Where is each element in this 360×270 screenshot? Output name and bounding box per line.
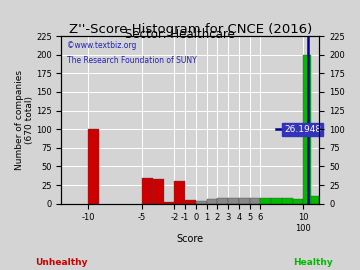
Bar	[282, 198, 293, 204]
Text: ©www.textbiz.org: ©www.textbiz.org	[67, 41, 136, 50]
Bar	[293, 199, 303, 204]
Title: Z''-Score Histogram for CNCE (2016): Z''-Score Histogram for CNCE (2016)	[69, 23, 312, 36]
Bar	[174, 181, 185, 204]
Bar	[153, 179, 163, 204]
Bar	[228, 198, 239, 204]
Y-axis label: Number of companies
(670 total): Number of companies (670 total)	[15, 70, 35, 170]
Bar	[311, 196, 319, 204]
Bar	[249, 198, 260, 204]
Text: 26.1948: 26.1948	[284, 125, 321, 134]
Bar	[185, 200, 196, 204]
Bar	[271, 198, 282, 204]
Bar	[88, 129, 99, 204]
Bar	[196, 201, 207, 204]
Bar	[163, 202, 174, 204]
Bar	[142, 178, 153, 204]
X-axis label: Score: Score	[177, 234, 204, 244]
Text: Unhealthy: Unhealthy	[35, 258, 87, 266]
Bar	[260, 198, 271, 204]
Text: Healthy: Healthy	[293, 258, 333, 266]
Bar	[303, 55, 311, 204]
Bar	[207, 199, 217, 204]
Text: The Research Foundation of SUNY: The Research Foundation of SUNY	[67, 56, 196, 65]
Bar	[239, 198, 249, 204]
Text: Sector: Healthcare: Sector: Healthcare	[125, 28, 235, 41]
Bar	[217, 198, 228, 204]
